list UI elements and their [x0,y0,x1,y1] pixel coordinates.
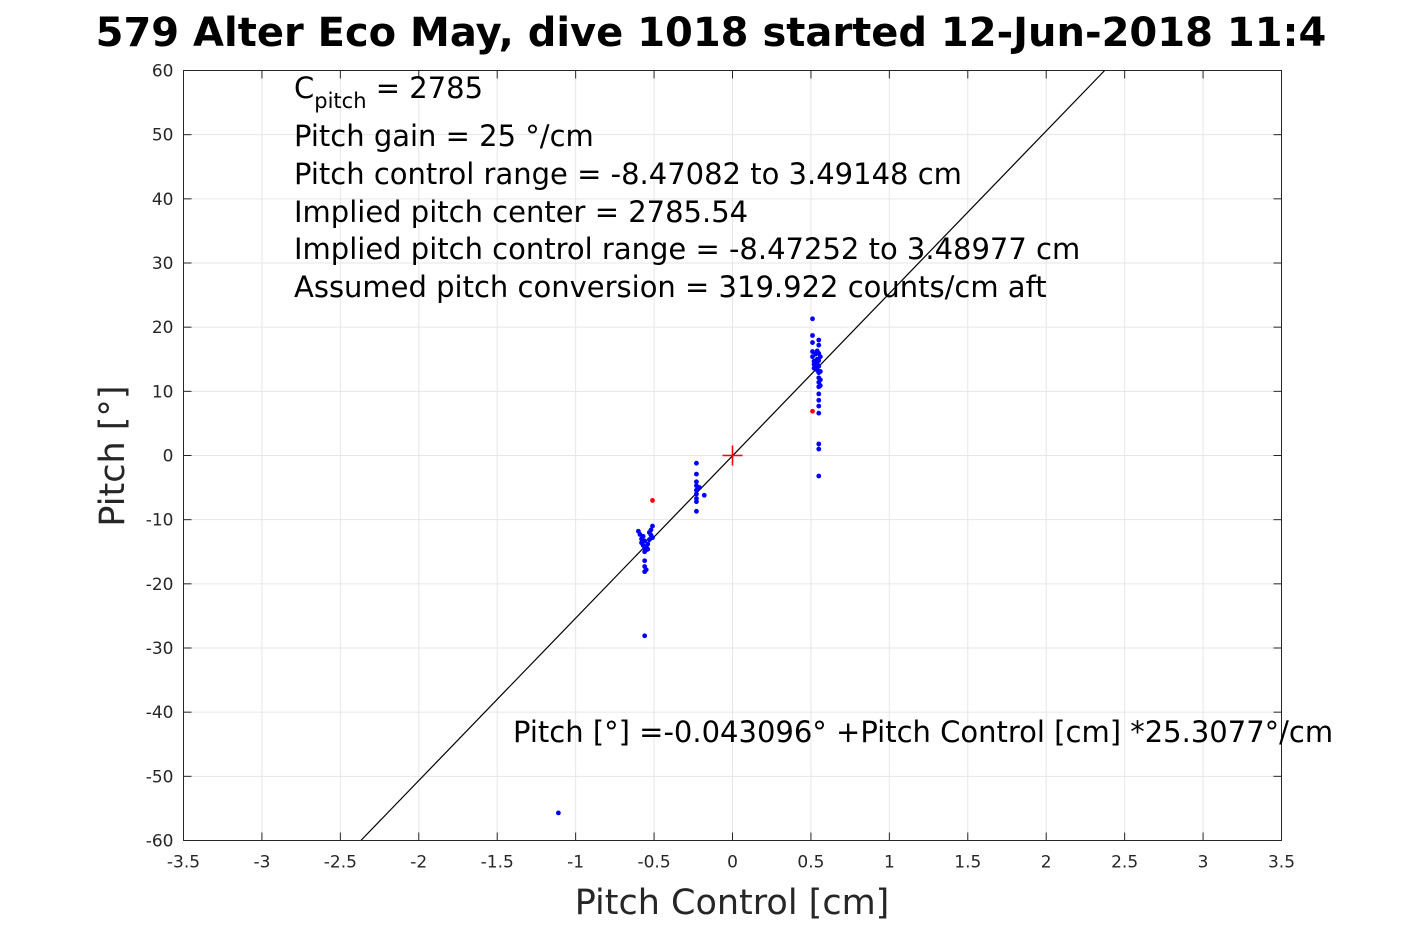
y-tick-label: -20 [146,575,174,595]
y-axis-label: Pitch [°] [93,385,133,526]
axis-ticks: -3.5 -3 -2.5 -2 -1.5 -1 -0.5 0 0.5 1 1.5 2 2.5 3 3.5 -6… [146,62,1295,873]
data-point [694,491,699,497]
x-tick-label: -0.5 [637,853,670,873]
data-point [646,530,652,535]
data-point [694,471,699,477]
data-point [694,499,699,505]
y-tick-label: -30 [146,639,174,659]
data-point [642,538,648,544]
data-point [817,354,823,360]
data-point [810,340,815,345]
grid-lines [183,70,1282,841]
data-point [817,369,823,374]
data-point [694,508,699,514]
x-tick-label: 1.5 [954,853,981,873]
data-point [694,460,699,466]
y-tick-label: -10 [146,511,174,531]
x-tick-label: 2.5 [1111,853,1138,873]
data-point [650,498,655,503]
annotation-c-pitch-value: = 2785 [367,71,484,105]
data-point [697,485,702,490]
annotation-c-pitch: Cpitch = 2785 [294,71,483,113]
annotation-c-pitch-base: C [294,71,314,105]
x-tick-label: 3 [1198,853,1209,873]
x-tick-label: -2.5 [324,853,357,873]
data-point [642,558,648,564]
annotation-assumed-conversion: Assumed pitch conversion = 319.922 count… [294,270,1047,304]
annotation-c-pitch-sub: pitch [314,89,366,113]
y-tick-label: 10 [152,382,174,402]
x-tick-label: 3.5 [1268,853,1295,873]
x-tick-label: 0.5 [797,853,824,873]
y-tick-label: 60 [152,62,174,82]
data-point [642,633,648,639]
data-point [816,403,822,409]
data-point [643,567,649,573]
x-tick-label: -2 [410,853,427,873]
data-point [555,810,561,816]
y-tick-label: 50 [152,126,174,146]
data-point [816,473,822,479]
data-point [640,533,646,539]
x-tick-label: 1 [884,853,895,873]
data-point [810,408,815,414]
x-tick-label: -1 [567,853,584,873]
data-point [816,446,822,452]
x-tick-label: 0 [727,853,738,873]
data-point [650,535,655,541]
x-tick-label: -3 [253,853,270,873]
y-tick-label: 0 [163,447,174,467]
data-point [816,391,822,397]
data-point [650,523,655,529]
data-point [816,441,822,447]
data-point [645,546,651,552]
center-marker-layer [722,445,743,466]
y-tick-label: 20 [152,318,174,338]
y-tick-label: -60 [146,832,174,852]
data-point [816,363,822,369]
y-tick-label: -50 [146,767,174,787]
data-point [816,410,822,416]
x-tick-label: 2 [1041,853,1052,873]
annotation-pitch-control-range: Pitch control range = -8.47082 to 3.4914… [294,157,962,191]
annotation-implied-range: Implied pitch control range = -8.47252 t… [294,232,1080,266]
chart-title: 579 Alter Eco May, dive 1018 started 12-… [96,10,1327,56]
data-point [645,541,651,547]
y-tick-label: 30 [152,254,174,274]
annotation-implied-center: Implied pitch center = 2785.54 [294,195,748,229]
x-axis-label: Pitch Control [cm] [575,883,890,923]
data-point [817,383,823,388]
data-point [701,492,707,498]
data-point [816,397,822,403]
annotation-fit-equation: Pitch [°] =-0.043096° +Pitch Control [cm… [513,715,1333,749]
x-tick-label: -1.5 [481,853,514,873]
data-point [816,342,822,348]
data-point [810,316,815,322]
annotation-pitch-gain: Pitch gain = 25 °/cm [294,119,594,153]
data-point [816,358,822,363]
y-tick-label: -40 [146,703,174,723]
data-point [816,337,822,343]
data-points [555,316,823,816]
data-point [810,333,815,338]
y-tick-label: 40 [152,190,174,210]
x-tick-label: -3.5 [167,853,200,873]
data-point [694,479,699,485]
data-point [817,377,823,383]
